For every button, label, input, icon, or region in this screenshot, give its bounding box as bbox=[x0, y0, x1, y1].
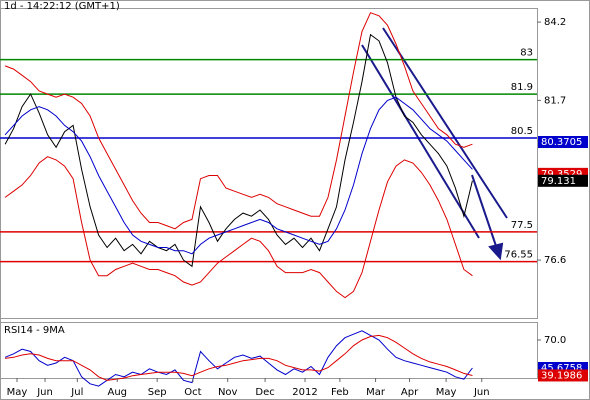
x-tick-label: Nov bbox=[218, 387, 238, 398]
price-panel bbox=[0, 8, 538, 319]
price-line bbox=[4, 96, 473, 255]
arrow-head bbox=[488, 242, 504, 261]
price-tag-label: 80.3705 bbox=[541, 137, 582, 148]
x-tick-label: Jun bbox=[473, 387, 490, 398]
x-tick-label: May bbox=[7, 387, 28, 398]
level-label: 77.5 bbox=[511, 220, 533, 231]
price-tag-label: 39.1986 bbox=[541, 370, 582, 381]
x-tick-label: Apr bbox=[401, 387, 419, 398]
x-tick-label: Feb bbox=[331, 387, 349, 398]
price-line bbox=[4, 156, 473, 299]
level-label: 76.55 bbox=[504, 250, 533, 261]
x-tick-label: Sep bbox=[148, 387, 167, 398]
y-tick-label: 81.7 bbox=[544, 95, 566, 106]
arrow-line bbox=[471, 174, 497, 247]
y-tick-label: 84.2 bbox=[544, 17, 566, 28]
price-tag-label: 79.3529 bbox=[541, 169, 582, 180]
rsi-panel bbox=[0, 322, 538, 379]
y-tick-label: 70.0 bbox=[544, 335, 566, 346]
level-label: 80.5 bbox=[511, 126, 533, 137]
price-line bbox=[4, 33, 473, 268]
price-tag bbox=[538, 174, 588, 187]
rsi-line bbox=[5, 334, 473, 381]
level-label: 83 bbox=[520, 48, 533, 59]
x-tick-label: Dec bbox=[255, 387, 274, 398]
price-tag-label: 45.6758 bbox=[541, 363, 582, 374]
x-tick-label: Jun bbox=[36, 387, 53, 398]
x-tick-label: Aug bbox=[107, 387, 127, 398]
x-tick-label: Oct bbox=[184, 387, 201, 398]
trendline bbox=[361, 44, 480, 239]
chart-title: 1d - 14:22:12 (GMT+1) bbox=[4, 1, 120, 12]
rsi-line bbox=[4, 330, 473, 387]
price-tag bbox=[538, 136, 588, 149]
x-tick-label: Jul bbox=[70, 387, 83, 398]
x-tick-label: May bbox=[436, 387, 457, 398]
price-tag-label: 79.131 bbox=[541, 176, 576, 187]
rsi-title: RSI14 - 9MA bbox=[4, 325, 65, 336]
level-label: 81.9 bbox=[511, 82, 533, 93]
price-line bbox=[4, 12, 473, 230]
price-tag bbox=[538, 369, 588, 382]
y-tick-label: 76.6 bbox=[544, 255, 566, 266]
x-tick-label: 2012 bbox=[292, 387, 317, 398]
x-tick-label: Mar bbox=[366, 387, 386, 398]
